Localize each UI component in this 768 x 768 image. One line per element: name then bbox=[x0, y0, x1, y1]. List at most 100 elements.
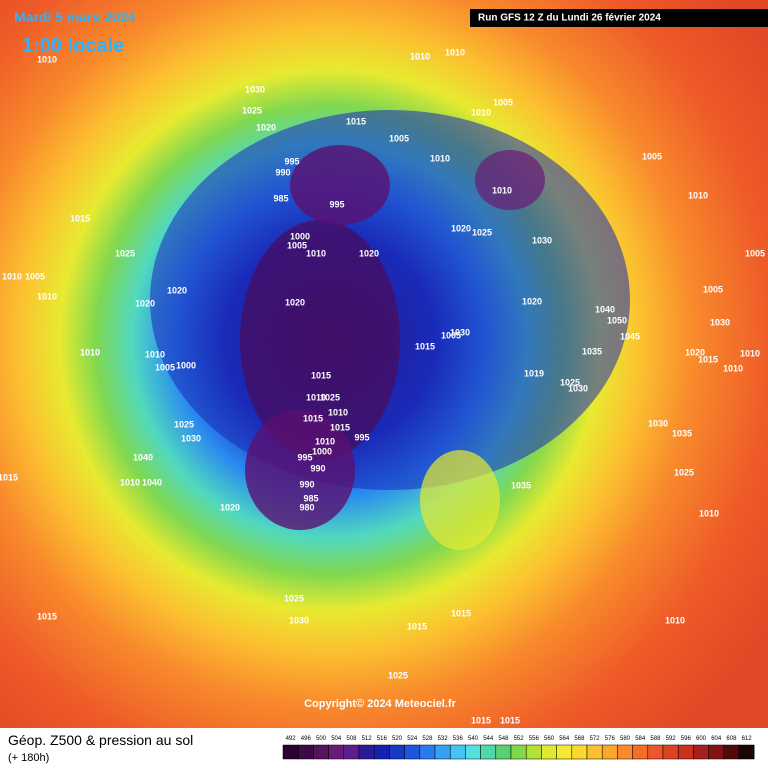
pressure-label: 1015 bbox=[451, 608, 471, 618]
pressure-label: 1015 bbox=[330, 422, 350, 432]
colorbar-label: 516 bbox=[377, 736, 388, 742]
copyright: Copyright© 2024 Meteociel.fr bbox=[304, 698, 456, 710]
pressure-label: 1015 bbox=[500, 715, 520, 725]
pressure-label: 985 bbox=[273, 193, 288, 203]
pressure-label: 1010 bbox=[315, 436, 335, 446]
low-core bbox=[245, 410, 355, 530]
colorbar-cell bbox=[358, 744, 375, 760]
pressure-label: 1015 bbox=[70, 213, 90, 223]
colorbar-cell bbox=[617, 744, 633, 760]
pressure-label: 1050 bbox=[607, 315, 627, 325]
colorbar-label: 508 bbox=[346, 736, 357, 742]
pressure-label: 1020 bbox=[256, 122, 276, 132]
colorbar-cell bbox=[373, 744, 390, 760]
pressure-label: 1030 bbox=[648, 418, 668, 428]
pressure-label: 1030 bbox=[450, 327, 470, 337]
pressure-label: 1015 bbox=[346, 116, 366, 126]
colorbar-cell bbox=[404, 744, 421, 760]
colorbar-cell bbox=[723, 744, 740, 760]
colorbar-cell bbox=[693, 744, 709, 760]
colorbar-label: 612 bbox=[742, 736, 753, 742]
colorbar-label: 560 bbox=[544, 736, 555, 742]
pressure-label: 990 bbox=[275, 167, 290, 177]
pressure-label: 1015 bbox=[407, 621, 427, 631]
colorbar-label: 500 bbox=[316, 736, 327, 742]
pressure-label: 1010 bbox=[120, 477, 140, 487]
pressure-label: 1010 bbox=[699, 508, 719, 518]
colorbar-label: 536 bbox=[453, 736, 464, 742]
colorbar-cell bbox=[480, 744, 497, 760]
pressure-label: 1020 bbox=[451, 223, 471, 233]
colorbar-label: 564 bbox=[559, 736, 570, 742]
pressure-label: 1025 bbox=[388, 670, 408, 680]
colorbar-label: 520 bbox=[392, 736, 403, 742]
pressure-label: 1040 bbox=[595, 304, 615, 314]
colorbar-label: 512 bbox=[362, 736, 373, 742]
low-core bbox=[290, 145, 390, 225]
pressure-label: 1025 bbox=[174, 419, 194, 429]
pressure-label: 1005 bbox=[287, 240, 307, 250]
local-time: 1:00 locale bbox=[22, 35, 124, 57]
pressure-label: 1020 bbox=[359, 248, 379, 258]
pressure-label: 1015 bbox=[698, 354, 718, 364]
pressure-label: 1015 bbox=[311, 370, 331, 380]
pressure-label: 1005 bbox=[389, 133, 409, 143]
high-region bbox=[420, 450, 500, 550]
pressure-label: 1025 bbox=[115, 248, 135, 258]
colorbar-cell bbox=[434, 744, 451, 760]
colorbar-label: 540 bbox=[468, 736, 479, 742]
pressure-label: 995 bbox=[284, 156, 299, 166]
pressure-label: 1010 bbox=[471, 107, 491, 117]
pressure-label: 1005 bbox=[642, 151, 662, 161]
pressure-label: 1010 bbox=[723, 363, 743, 373]
pressure-label: 1015 bbox=[0, 472, 18, 482]
pressure-label: 1010 bbox=[306, 248, 326, 258]
colorbar-cell bbox=[677, 744, 694, 760]
pressure-label: 1020 bbox=[685, 347, 705, 357]
colorbar-cell bbox=[449, 744, 466, 760]
pressure-label: 1020 bbox=[220, 502, 240, 512]
pressure-label: 1030 bbox=[181, 433, 201, 443]
colorbar-label: 592 bbox=[666, 736, 677, 742]
pressure-label: 1005 bbox=[155, 362, 175, 372]
run-banner bbox=[470, 9, 768, 27]
pressure-label: 1030 bbox=[245, 84, 265, 94]
pressure-label: 1030 bbox=[710, 317, 730, 327]
colorbar-label: 548 bbox=[498, 736, 509, 742]
colorbar-cell bbox=[297, 744, 314, 760]
pressure-label: 1010 bbox=[445, 47, 465, 57]
pressure-label: 1005 bbox=[703, 284, 723, 294]
pressure-label: 1040 bbox=[142, 477, 162, 487]
pressure-label: 1005 bbox=[441, 330, 461, 340]
pressure-label: 1030 bbox=[568, 383, 588, 393]
colorbar-cell bbox=[647, 744, 664, 760]
pressure-label: 980 bbox=[299, 502, 314, 512]
colorbar-cell bbox=[632, 744, 649, 760]
pressure-label: 1005 bbox=[493, 97, 513, 107]
colorbar-label: 552 bbox=[514, 736, 525, 742]
pressure-label: 1035 bbox=[511, 480, 531, 490]
pressure-label: 1015 bbox=[415, 341, 435, 351]
pressure-label: 1005 bbox=[745, 248, 765, 258]
pressure-label: 1030 bbox=[532, 235, 552, 245]
pressure-label: 995 bbox=[297, 452, 312, 462]
pressure-label: 1035 bbox=[582, 346, 602, 356]
colorbar-label: 492 bbox=[286, 736, 297, 742]
colorbar-cell bbox=[586, 744, 603, 760]
pressure-label: 1045 bbox=[620, 331, 640, 341]
pressure-label: 1010 bbox=[2, 271, 22, 281]
pressure-label: 985 bbox=[303, 493, 318, 503]
pressure-label: 1000 bbox=[176, 360, 196, 370]
colorbar-label: 556 bbox=[529, 736, 540, 742]
colorbar-label: 532 bbox=[438, 736, 449, 742]
low-core bbox=[240, 220, 400, 460]
pressure-label: 1020 bbox=[522, 296, 542, 306]
colorbar-label: 524 bbox=[407, 736, 418, 742]
pressure-label: 1015 bbox=[303, 413, 323, 423]
pressure-label: 1010 bbox=[430, 153, 450, 163]
colorbar-label: 580 bbox=[620, 736, 631, 742]
valid-date: Mardi 5 mars 2024 bbox=[14, 9, 136, 25]
pressure-label: 1010 bbox=[688, 190, 708, 200]
low-core bbox=[475, 150, 545, 210]
